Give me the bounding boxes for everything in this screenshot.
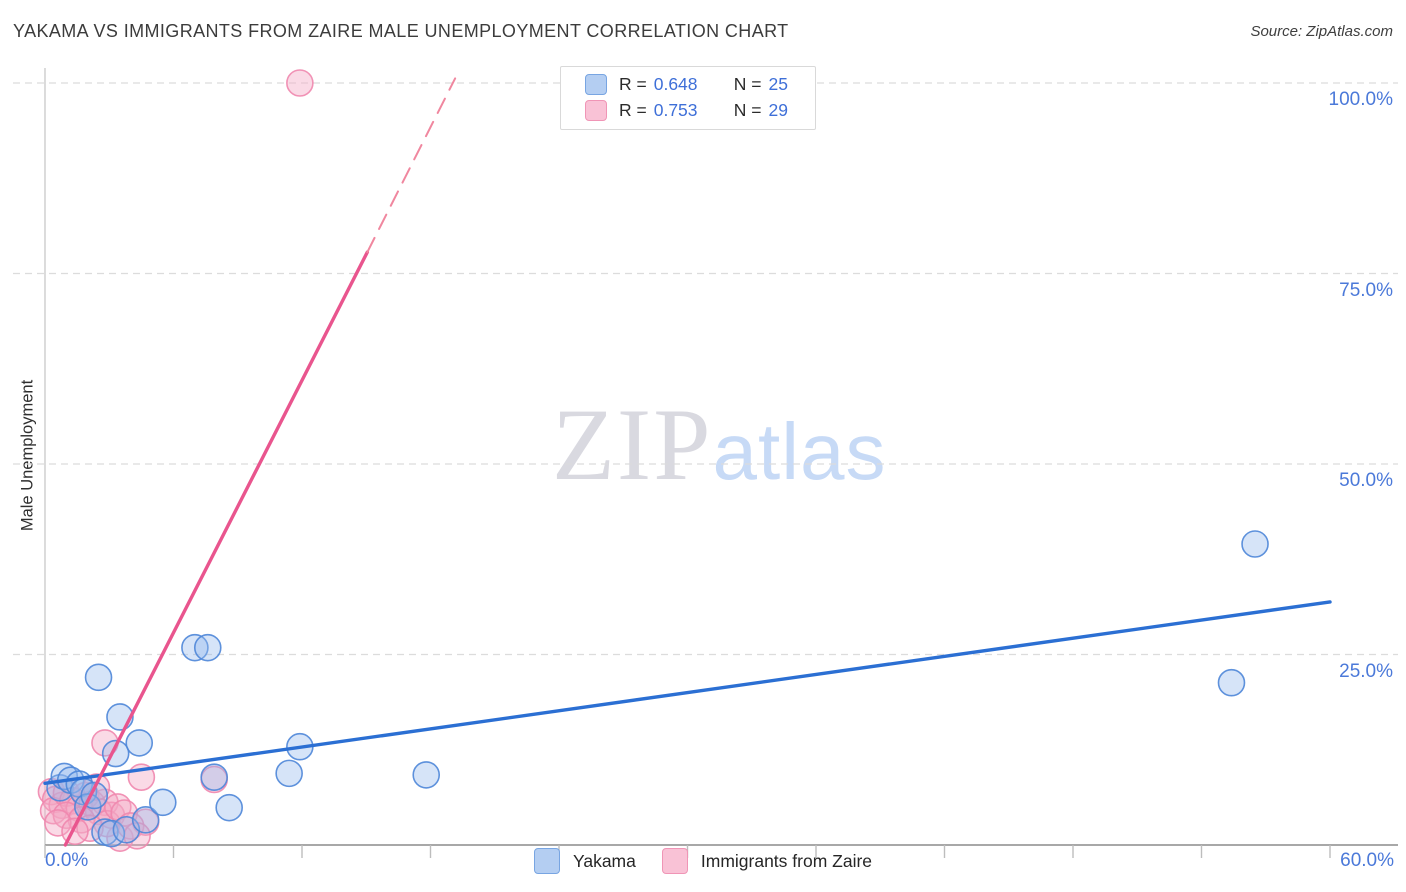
source-attribution: Source: ZipAtlas.com [1250, 23, 1393, 40]
watermark-zip-text: ZIP [552, 388, 713, 502]
data-point-immigrants-from-zaire [44, 809, 72, 837]
data-point-yakama [275, 759, 303, 788]
data-point-yakama [215, 793, 243, 822]
y-axis-label: 25.0% [1339, 660, 1393, 682]
r-value: 0.753 [653, 100, 698, 120]
data-point-yakama [148, 788, 177, 817]
data-point-yakama [131, 806, 160, 834]
data-point-immigrants-from-zaire [286, 69, 314, 97]
data-point-yakama [84, 663, 113, 692]
yakama-swatch-icon [533, 848, 560, 874]
series-legend: Yakama Immigrants from Zaire [0, 848, 1406, 874]
n-label: N = [733, 100, 762, 120]
trendline-yakama [43, 600, 1332, 785]
data-point-yakama [200, 763, 228, 791]
zipatlas-watermark: ZIPatlas [552, 386, 886, 504]
trendline-immigrants-from-zaire [63, 250, 370, 847]
n-value: 29 [768, 100, 788, 120]
n-label: N = [733, 74, 762, 94]
zaire-swatch-icon [661, 848, 688, 874]
data-point-yakama [125, 729, 154, 757]
data-point-yakama [1217, 668, 1246, 697]
x-axis-min-label: 0.0% [45, 850, 89, 871]
legend-label: Yakama [572, 850, 636, 871]
y-axis-label: 100.0% [1328, 89, 1393, 110]
zaire-swatch-icon [585, 100, 607, 121]
r-label: R = [619, 74, 647, 94]
chart-title: YAKAMA VS IMMIGRANTS FROM ZAIRE MALE UNE… [13, 21, 789, 41]
legend-item-yakama: Yakama [533, 848, 636, 874]
legend-row-yakama: R = 0.648 N = 25 [585, 74, 803, 95]
r-label: R = [619, 100, 647, 120]
yakama-swatch-icon [585, 74, 607, 95]
correlation-legend-box: R = 0.648 N = 25 R = 0.753 N = 29 [560, 66, 816, 130]
trendline-immigrants-from-zaire [366, 77, 457, 254]
x-axis-max-label: 60.0% [1340, 850, 1394, 871]
y-axis-label: 50.0% [1339, 470, 1393, 491]
data-point-yakama [193, 633, 222, 662]
data-point-yakama [1241, 530, 1269, 558]
legend-label: Immigrants from Zaire [700, 850, 873, 871]
legend-row-zaire: R = 0.753 N = 29 [585, 100, 803, 121]
data-point-yakama [412, 761, 441, 789]
n-value: 25 [768, 74, 788, 94]
r-value: 0.648 [653, 74, 698, 94]
y-axis-label: 75.0% [1339, 279, 1393, 301]
legend-item-zaire: Immigrants from Zaire [661, 848, 873, 874]
watermark-atlas-text: atlas [712, 407, 887, 496]
